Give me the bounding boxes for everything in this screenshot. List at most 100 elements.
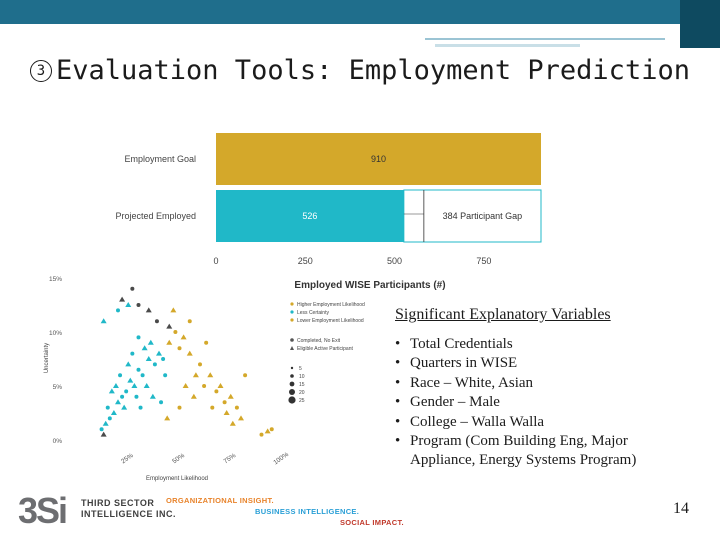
- scatter-point: [118, 373, 123, 378]
- scatter-point: [130, 286, 135, 291]
- variables-list: Total Credentials Quarters in WISE Race …: [395, 335, 695, 471]
- scatter-point: [154, 319, 159, 324]
- scatter-point: [99, 427, 104, 432]
- scatter-point: [149, 393, 156, 399]
- scatter-point: [100, 431, 107, 437]
- scatter-point: [124, 389, 129, 394]
- logo-org-line2: INTELLIGENCE INC.: [81, 509, 177, 519]
- bar-category-label: Employment Goal: [124, 154, 196, 164]
- x-tick-label: 0: [213, 256, 218, 266]
- x-axis-label: Employment Likelihood: [146, 476, 208, 482]
- logo-tagline-1: ORGANIZATIONAL INSIGHT.: [166, 496, 274, 505]
- x-tick-label: 250: [298, 256, 313, 266]
- x-tick-label: 25%: [120, 452, 135, 465]
- variables-panel: Significant Explanatory Variables Total …: [395, 306, 695, 471]
- scatter-point: [204, 340, 209, 345]
- scatter-point: [138, 405, 143, 410]
- bar-category-label: Projected Employed: [115, 211, 196, 221]
- x-axis-label: Employed WISE Participants (#): [294, 280, 445, 291]
- scatter-point: [125, 302, 132, 307]
- x-tick-label: 100%: [272, 451, 290, 466]
- legend-size-marker: [290, 374, 294, 378]
- scatter-point: [152, 362, 157, 367]
- legend-size-marker: [289, 389, 295, 395]
- scatter-point: [100, 318, 107, 324]
- scatter-point: [119, 296, 126, 302]
- legend-marker: [290, 338, 294, 342]
- y-tick-label: 0%: [53, 438, 63, 445]
- scatter-point: [136, 335, 141, 340]
- scatter-point: [131, 383, 138, 388]
- legend-marker: [290, 346, 294, 350]
- variable-item: Program (Com Building Eng, Major Applian…: [395, 432, 695, 471]
- legend-size-marker: [290, 366, 294, 370]
- scatter-point: [116, 308, 120, 313]
- scatter-point: [214, 389, 219, 394]
- scatter-point: [210, 405, 215, 410]
- top-banner: [0, 0, 720, 48]
- scatter-point: [269, 427, 274, 432]
- logo-org-line1: THIRD SECTOR: [81, 498, 155, 508]
- scatter-point: [105, 405, 110, 410]
- variable-item: Race – White, Asian: [395, 374, 695, 394]
- scatter-point: [180, 334, 187, 340]
- variable-item: Gender – Male: [395, 393, 695, 413]
- scatter-point: [166, 323, 173, 329]
- legend-marker: [290, 302, 294, 306]
- scatter-point: [141, 345, 148, 351]
- legend-label: Eligible Active Participant: [297, 346, 353, 352]
- scatter-point: [145, 356, 152, 361]
- scatter-point: [170, 307, 177, 313]
- y-tick-label: 5%: [53, 384, 63, 391]
- scatter-point: [187, 319, 192, 324]
- gap-label: 384 Participant Gap: [443, 211, 523, 221]
- x-tick-label: 50%: [171, 452, 186, 465]
- y-tick-label: 10%: [49, 330, 62, 337]
- scatter-point: [164, 415, 171, 421]
- legend-label: Completed, No Exit: [297, 338, 341, 344]
- bar-value-label: 910: [371, 154, 386, 164]
- scatter-point: [190, 393, 197, 399]
- scatter-point: [227, 393, 234, 399]
- scatter-point: [202, 384, 207, 388]
- scatter-point: [125, 361, 132, 367]
- logo-mark: 3Si: [18, 490, 68, 531]
- x-tick-label: 75%: [223, 452, 238, 465]
- scatter-point: [177, 346, 182, 351]
- page-number: 14: [673, 500, 689, 517]
- scatter-point: [147, 339, 154, 345]
- scatter-point: [110, 410, 117, 415]
- scatter-point: [264, 428, 271, 434]
- scatter-point: [115, 399, 121, 405]
- scatter-point: [127, 377, 134, 383]
- scatter-point: [143, 383, 150, 388]
- scatter-point: [182, 383, 189, 388]
- employment-scatter-plot: 0% 5% 10% 15% 25% 50% 75% 100% Employment Likeli…: [44, 276, 365, 482]
- legend-label: 5: [299, 366, 302, 372]
- scatter-point: [136, 303, 141, 307]
- scatter-point: [136, 367, 141, 372]
- scatter-point: [121, 404, 128, 410]
- title-number-badge: 3: [30, 59, 52, 82]
- scatter-point: [223, 410, 230, 415]
- scatter-point: [243, 373, 248, 378]
- legend-label: Less Certainty: [297, 310, 329, 316]
- y-axis-label: Uncertainty: [44, 343, 50, 373]
- title-text: Evaluation Tools: Employment Prediction: [56, 55, 690, 86]
- bar-employment-goal: [216, 133, 541, 185]
- scatter-point: [107, 416, 112, 421]
- scatter-point: [229, 420, 236, 426]
- scatter-point: [198, 362, 202, 367]
- variable-item: College – Walla Walla: [395, 413, 695, 433]
- variables-heading: Significant Explanatory Variables: [395, 306, 611, 323]
- scatter-point: [166, 339, 173, 345]
- legend-label: 10: [299, 374, 305, 380]
- logo-tagline-2: BUSINESS INTELLIGENCE.: [255, 507, 360, 516]
- scatter-point: [102, 420, 109, 426]
- variable-item: Quarters in WISE: [395, 354, 695, 374]
- legend-label: 20: [299, 390, 305, 396]
- scatter-point: [145, 307, 152, 313]
- legend-size-marker: [288, 396, 296, 404]
- scatter-point: [108, 388, 115, 394]
- legend-label: Higher Employment Likelihood: [297, 302, 365, 308]
